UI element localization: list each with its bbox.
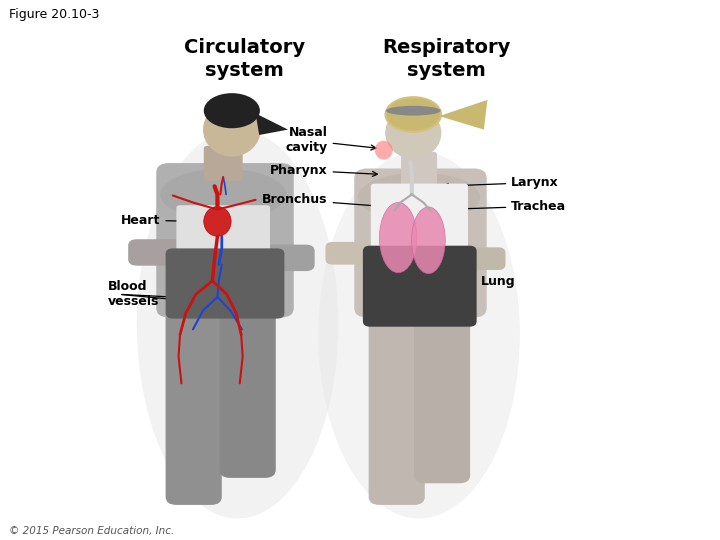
FancyBboxPatch shape <box>128 239 189 266</box>
Ellipse shape <box>203 103 261 157</box>
FancyBboxPatch shape <box>261 245 315 271</box>
FancyBboxPatch shape <box>204 146 243 181</box>
Ellipse shape <box>204 93 260 128</box>
Text: Trachea: Trachea <box>445 200 567 213</box>
Polygon shape <box>439 100 487 130</box>
Ellipse shape <box>387 98 440 131</box>
FancyBboxPatch shape <box>401 152 437 185</box>
Text: Nasal
cavity: Nasal cavity <box>285 126 376 154</box>
Ellipse shape <box>204 206 231 237</box>
FancyBboxPatch shape <box>414 289 470 483</box>
Text: Circulatory
system: Circulatory system <box>184 38 305 79</box>
Ellipse shape <box>412 207 445 274</box>
Text: © 2015 Pearson Education, Inc.: © 2015 Pearson Education, Inc. <box>9 525 174 536</box>
Text: Heart: Heart <box>121 214 201 227</box>
Ellipse shape <box>318 151 520 518</box>
Text: Lung: Lung <box>436 267 516 288</box>
FancyBboxPatch shape <box>456 247 505 270</box>
Text: Blood
vessels: Blood vessels <box>108 280 159 308</box>
Polygon shape <box>256 113 288 135</box>
FancyBboxPatch shape <box>166 284 222 505</box>
Ellipse shape <box>384 96 442 133</box>
Text: Figure 20.10-3: Figure 20.10-3 <box>9 8 99 21</box>
Ellipse shape <box>379 202 417 273</box>
FancyBboxPatch shape <box>176 205 270 251</box>
FancyBboxPatch shape <box>354 168 487 318</box>
Ellipse shape <box>137 130 338 518</box>
Text: Respiratory
system: Respiratory system <box>382 38 510 79</box>
FancyBboxPatch shape <box>369 294 425 505</box>
FancyBboxPatch shape <box>220 273 276 478</box>
Text: Larynx: Larynx <box>444 176 559 189</box>
Ellipse shape <box>375 140 393 160</box>
Ellipse shape <box>160 168 287 220</box>
Ellipse shape <box>386 106 441 116</box>
FancyBboxPatch shape <box>363 246 477 327</box>
Ellipse shape <box>385 107 441 159</box>
Text: Bronchus: Bronchus <box>262 193 377 208</box>
FancyBboxPatch shape <box>371 184 468 254</box>
FancyBboxPatch shape <box>325 242 382 265</box>
FancyBboxPatch shape <box>166 248 284 319</box>
Text: Pharynx: Pharynx <box>270 164 377 177</box>
FancyBboxPatch shape <box>156 163 294 318</box>
Ellipse shape <box>358 173 480 221</box>
